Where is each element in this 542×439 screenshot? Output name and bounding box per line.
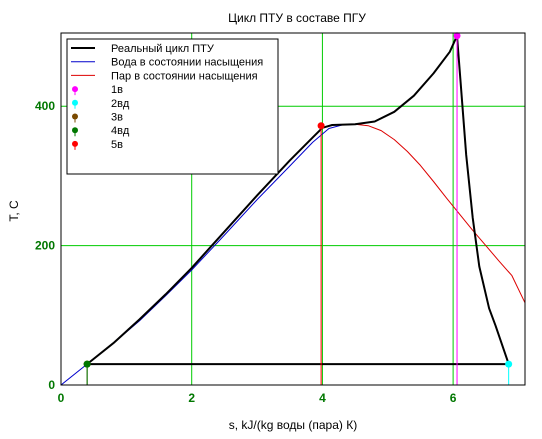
y-tick-label-0: 0 (48, 378, 55, 392)
legend-label-1: Вода в состоянии насыщения (111, 57, 263, 69)
legend-swatch-6 (72, 127, 78, 134)
x-tick-label-0: 0 (58, 391, 65, 405)
plot-frame (60, 32, 526, 386)
x-tick-label-2: 4 (319, 391, 326, 405)
legend-label-7: 5в (111, 139, 123, 151)
legend-swatch-5 (72, 113, 78, 120)
data-point-3-0 (453, 32, 461, 40)
x-tick-label-1: 2 (188, 391, 195, 405)
legend-box (66, 38, 279, 175)
legend-label-0: Реальный цикл ПТУ (111, 43, 215, 55)
data-point-7-0 (317, 122, 325, 130)
y-tick-label-2: 400 (35, 99, 55, 113)
legend-swatch-4 (72, 99, 78, 106)
y-tick-label-1: 200 (35, 239, 55, 253)
series-line-2 (355, 123, 526, 304)
axis-ticks: 0 2 4 6 0 200 400 (35, 99, 457, 405)
legend: Реальный цикл ПТУ Вода в состоянии насыще… (66, 38, 279, 175)
x-tick-label-3: 6 (450, 391, 457, 405)
data-point-6-0 (83, 360, 91, 368)
series-line-0 (86, 34, 510, 366)
legend-label-6: 4вд (111, 125, 130, 137)
chart-title: Цикл ПТУ в составе ПГУ (228, 11, 366, 25)
legend-label-2: Пар в состоянии насыщения (111, 70, 258, 82)
y-axis-label: T, C (7, 200, 21, 222)
legend-label-4: 2вд (111, 98, 130, 110)
data-point-4-0 (505, 360, 513, 368)
legend-label-5: 3в (111, 112, 123, 124)
legend-swatch-7 (72, 140, 78, 147)
legend-label-3: 1в (111, 84, 123, 96)
legend-swatch-3 (72, 86, 78, 93)
series-layer (60, 32, 526, 386)
x-axis-label: s, kJ/(kg воды (пара) К) (229, 418, 357, 432)
